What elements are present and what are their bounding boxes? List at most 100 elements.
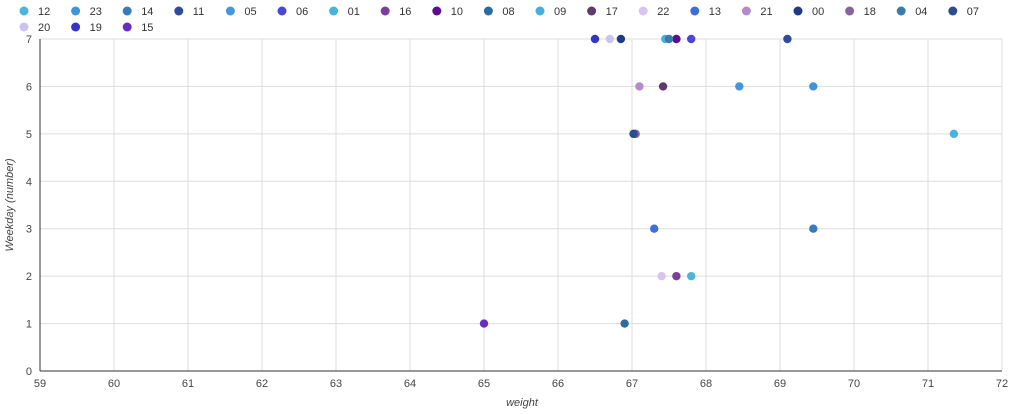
legend-item-16[interactable]: 16 <box>380 6 412 18</box>
legend-marker <box>845 6 855 16</box>
data-point-22 <box>657 271 666 281</box>
legend-marker <box>587 6 597 16</box>
legend-item-22[interactable]: 22 <box>638 6 670 18</box>
legend-marker <box>19 22 29 32</box>
legend-marker <box>432 6 442 16</box>
y-tick-label: 7 <box>26 34 32 46</box>
legend-item-12[interactable]: 12 <box>19 6 51 18</box>
x-tick-label: 60 <box>108 378 120 390</box>
legend-label: 05 <box>244 6 256 18</box>
x-tick-label: 62 <box>256 378 268 390</box>
data-point-01 <box>949 129 959 139</box>
legend-item-17[interactable]: 17 <box>587 6 618 18</box>
x-tick-label: 69 <box>774 378 786 390</box>
x-tick-label: 67 <box>626 378 638 390</box>
x-tick-label: 72 <box>996 378 1008 390</box>
legend-marker <box>793 6 803 16</box>
legend-marker <box>225 6 235 16</box>
legend-item-05[interactable]: 05 <box>225 6 257 18</box>
legend-label: 16 <box>399 6 411 18</box>
data-points <box>479 34 959 328</box>
data-point-23 <box>809 82 818 91</box>
y-tick-label: 4 <box>26 176 32 188</box>
data-point-07 <box>629 129 638 139</box>
legend-item-21[interactable]: 21 <box>741 6 773 18</box>
data-point-20 <box>605 34 614 44</box>
legend-item-09[interactable]: 09 <box>535 6 567 18</box>
legend-label: 08 <box>502 6 514 18</box>
data-point-15 <box>479 319 489 328</box>
legend-label: 21 <box>760 6 772 18</box>
legend-label: 10 <box>451 6 463 18</box>
data-point-14 <box>809 224 818 233</box>
legend-item-11[interactable]: 11 <box>174 6 204 18</box>
x-tick-label: 63 <box>330 378 342 390</box>
data-point-11 <box>783 34 792 44</box>
legend: 12 23 14 11 05 06 01 16 10 08 09 17 22 13 21 00 18 04 07 20… <box>19 6 979 34</box>
legend-label: 06 <box>296 6 308 18</box>
legend-item-07[interactable]: 07 <box>948 6 979 18</box>
legend-item-23[interactable]: 23 <box>71 6 102 18</box>
data-point-12 <box>687 271 696 281</box>
legend-label: 19 <box>90 22 102 34</box>
y-axis-title: Weekday (number) <box>4 158 16 252</box>
legend-label: 15 <box>141 22 153 34</box>
legend-item-14[interactable]: 14 <box>122 6 154 18</box>
legend-marker <box>690 6 700 16</box>
legend-marker <box>483 6 493 16</box>
data-point-19 <box>590 34 600 44</box>
x-tick-label: 70 <box>848 378 860 390</box>
legend-item-08[interactable]: 08 <box>483 6 515 18</box>
data-point-08 <box>620 319 629 328</box>
legend-marker <box>380 6 390 16</box>
legend-marker <box>71 6 81 16</box>
y-tick-label: 0 <box>26 366 32 378</box>
x-tick-label: 61 <box>182 378 194 390</box>
x-tick-label: 64 <box>404 378 416 390</box>
legend-marker <box>122 22 132 32</box>
y-tick-label: 6 <box>26 81 32 93</box>
x-axis-title: weight <box>506 397 539 409</box>
legend-label: 14 <box>141 6 153 18</box>
legend-marker <box>19 6 29 16</box>
legend-item-15[interactable]: 15 <box>122 22 154 34</box>
legend-item-20[interactable]: 20 <box>19 22 51 34</box>
legend-marker <box>741 6 751 16</box>
legend-marker <box>71 22 81 32</box>
data-point-05 <box>735 82 744 91</box>
data-point-21 <box>635 82 644 91</box>
legend-label: 00 <box>812 6 824 18</box>
legend-label: 04 <box>915 6 927 18</box>
legend-label: 20 <box>38 22 50 34</box>
legend-item-19[interactable]: 19 <box>71 22 102 34</box>
data-point-16 <box>672 271 681 281</box>
y-tick-label: 2 <box>26 271 32 283</box>
x-tick-label: 59 <box>34 378 46 390</box>
data-point-00 <box>616 34 626 44</box>
legend-label: 12 <box>38 6 50 18</box>
data-point-06 <box>687 34 696 44</box>
legend-marker <box>638 6 648 16</box>
legend-label: 23 <box>90 6 102 18</box>
data-point-10 <box>672 34 681 44</box>
x-tick-label: 68 <box>700 378 712 390</box>
legend-item-06[interactable]: 06 <box>277 6 309 18</box>
data-point-13 <box>650 224 659 233</box>
legend-item-13[interactable]: 13 <box>690 6 721 18</box>
legend-marker <box>277 6 287 16</box>
legend-item-04[interactable]: 04 <box>896 6 928 18</box>
y-tick-label: 5 <box>26 129 32 141</box>
legend-item-01[interactable]: 01 <box>329 6 360 18</box>
legend-item-00[interactable]: 00 <box>793 6 825 18</box>
legend-marker <box>329 6 339 16</box>
legend-label: 17 <box>606 6 618 18</box>
grid <box>40 38 1003 371</box>
legend-label: 18 <box>864 6 876 18</box>
legend-item-10[interactable]: 10 <box>432 6 463 18</box>
legend-marker <box>122 6 132 16</box>
legend-label: 13 <box>709 6 721 18</box>
y-tick-label: 3 <box>26 224 32 236</box>
legend-item-18[interactable]: 18 <box>845 6 876 18</box>
data-point-04 <box>664 34 674 44</box>
